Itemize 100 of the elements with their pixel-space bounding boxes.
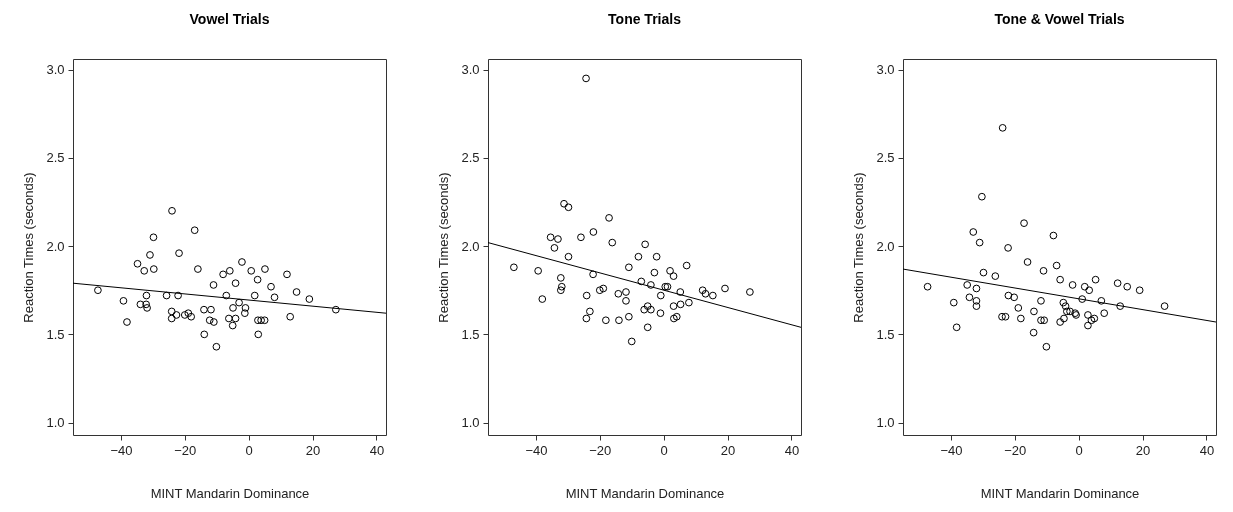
point — [1135, 286, 1144, 295]
point — [219, 270, 227, 279]
point — [582, 74, 590, 83]
point — [979, 268, 988, 277]
point — [634, 252, 643, 261]
y-tick-label: 3.0 — [876, 62, 895, 78]
point — [676, 300, 685, 309]
point — [1001, 312, 1010, 321]
x-tick-label: −40 — [110, 442, 133, 458]
chart-title: Tone Trials — [608, 11, 682, 27]
point — [998, 312, 1006, 321]
point — [991, 272, 1000, 280]
point — [94, 286, 102, 295]
point — [270, 293, 279, 302]
point — [721, 284, 729, 293]
point — [589, 270, 597, 279]
point — [209, 281, 218, 289]
point — [194, 265, 202, 273]
point — [241, 304, 250, 312]
point — [1084, 321, 1092, 330]
point — [614, 289, 623, 298]
point — [550, 244, 559, 252]
point — [698, 286, 707, 295]
point — [1066, 307, 1074, 316]
point — [510, 263, 518, 272]
point — [965, 293, 974, 302]
point — [622, 296, 630, 305]
point — [557, 282, 566, 291]
point — [650, 268, 659, 277]
point — [205, 316, 214, 325]
point — [963, 281, 972, 289]
point — [200, 330, 209, 339]
point — [207, 305, 215, 314]
point — [643, 302, 652, 310]
y-tick-label: 2.5 — [46, 150, 65, 166]
point — [656, 309, 665, 318]
point — [685, 298, 693, 307]
point — [119, 296, 128, 305]
point — [1100, 309, 1109, 318]
point — [670, 314, 678, 323]
point — [225, 314, 233, 323]
point — [254, 330, 263, 339]
y-tick-label: 2.5 — [876, 150, 895, 166]
point — [556, 286, 565, 295]
point — [146, 251, 154, 259]
point — [187, 312, 196, 321]
point — [175, 249, 183, 258]
point — [608, 238, 617, 247]
point — [210, 318, 218, 326]
y-tick-label: 2.5 — [461, 150, 480, 166]
point — [652, 252, 661, 261]
point — [564, 203, 573, 212]
point — [949, 298, 958, 307]
y-tick-label: 1.0 — [461, 415, 480, 431]
point — [1085, 286, 1094, 295]
y-tick-label: 1.0 — [46, 415, 65, 431]
point — [235, 298, 243, 307]
point — [643, 323, 652, 332]
point — [627, 337, 636, 346]
point — [589, 228, 598, 236]
point — [1061, 302, 1070, 310]
point — [1049, 231, 1058, 240]
x-axis-title: MINT Mandarin Dominance — [565, 485, 725, 501]
point — [615, 316, 623, 325]
point — [1004, 244, 1012, 252]
point — [1113, 279, 1122, 288]
point — [180, 311, 189, 319]
y-tick-label: 2.0 — [46, 238, 65, 254]
x-tick-label: 40 — [1199, 442, 1215, 458]
point — [283, 270, 291, 279]
point — [746, 288, 754, 296]
point — [666, 266, 674, 275]
point — [228, 321, 237, 330]
point — [1123, 282, 1132, 291]
point — [672, 312, 681, 321]
y-tick-label: 1.0 — [876, 415, 895, 431]
point — [669, 272, 678, 280]
point — [142, 300, 150, 309]
point — [190, 226, 199, 235]
point — [253, 275, 262, 284]
x-tick-label: 0 — [660, 442, 668, 458]
point — [647, 305, 655, 314]
point — [599, 284, 608, 293]
point — [923, 282, 932, 291]
x-axis-title: MINT Mandarin Dominance — [980, 485, 1140, 501]
x-axis-title: MINT Mandarin Dominance — [150, 485, 310, 501]
x-tick-label: 40 — [784, 442, 800, 458]
point — [952, 323, 961, 332]
point — [184, 309, 193, 318]
point — [1062, 307, 1071, 316]
point — [1020, 219, 1028, 228]
point — [647, 281, 655, 289]
point — [168, 206, 176, 215]
point — [229, 304, 237, 312]
point — [972, 284, 981, 293]
point — [640, 305, 649, 314]
point — [247, 266, 256, 275]
x-tick-label: −20 — [174, 442, 197, 458]
point — [998, 124, 1007, 132]
x-tick-label: −20 — [589, 442, 612, 458]
